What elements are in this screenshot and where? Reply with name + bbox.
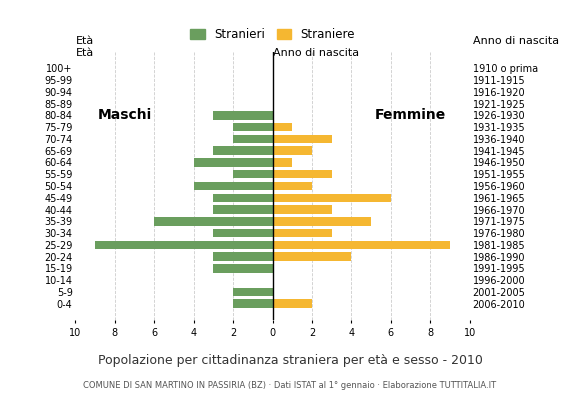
Bar	[273, 146, 312, 155]
Bar	[213, 146, 273, 155]
Bar	[273, 123, 292, 132]
Bar	[273, 240, 450, 249]
Text: Età: Età	[75, 48, 93, 58]
Bar	[273, 205, 332, 214]
Bar	[273, 194, 391, 202]
Bar	[194, 182, 273, 190]
Text: COMUNE DI SAN MARTINO IN PASSIRIA (BZ) · Dati ISTAT al 1° gennaio · Elaborazione: COMUNE DI SAN MARTINO IN PASSIRIA (BZ) ·…	[84, 381, 496, 390]
Bar	[273, 252, 351, 261]
Text: Età: Età	[75, 36, 93, 46]
Bar	[194, 158, 273, 167]
Bar	[233, 288, 273, 296]
Bar	[273, 229, 332, 237]
Bar	[273, 170, 332, 178]
Legend: Stranieri, Straniere: Stranieri, Straniere	[190, 28, 355, 42]
Bar	[213, 229, 273, 237]
Text: Maschi: Maschi	[97, 108, 152, 122]
Bar	[213, 111, 273, 120]
Bar	[213, 252, 273, 261]
Text: Anno di nascita: Anno di nascita	[473, 36, 559, 46]
Bar	[233, 123, 273, 132]
Bar	[233, 170, 273, 178]
Bar	[154, 217, 273, 226]
Bar	[213, 205, 273, 214]
Bar	[273, 299, 312, 308]
Bar	[213, 264, 273, 272]
Bar	[273, 158, 292, 167]
Bar	[273, 135, 332, 143]
Bar	[233, 135, 273, 143]
Bar	[233, 299, 273, 308]
Text: Femmine: Femmine	[375, 108, 446, 122]
Text: Popolazione per cittadinanza straniera per età e sesso - 2010: Popolazione per cittadinanza straniera p…	[97, 354, 483, 367]
Bar	[213, 194, 273, 202]
Bar	[273, 182, 312, 190]
Bar	[95, 240, 273, 249]
Bar	[273, 217, 371, 226]
Text: Anno di nascita: Anno di nascita	[273, 48, 358, 58]
